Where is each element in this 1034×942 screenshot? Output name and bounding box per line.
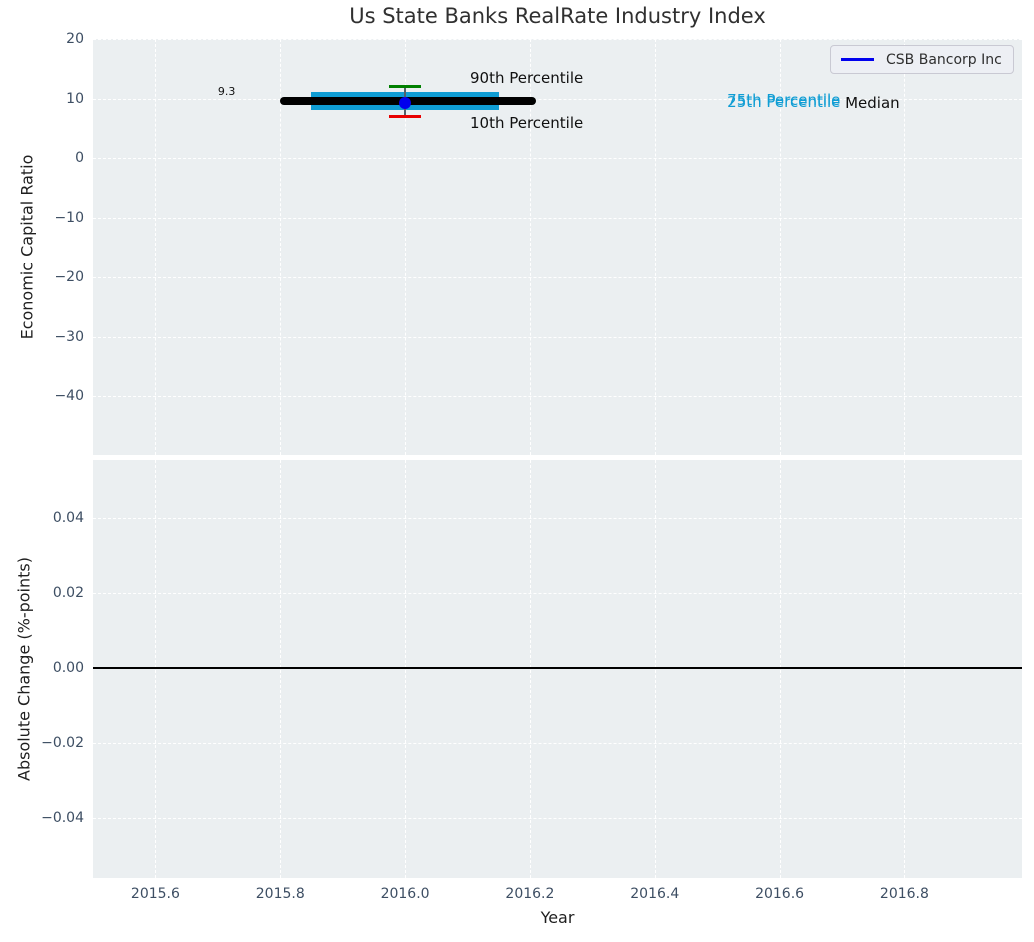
gridline-vertical	[654, 460, 656, 878]
gridline-vertical	[779, 39, 781, 455]
gridline-vertical	[280, 39, 282, 455]
gridline-vertical	[155, 460, 157, 878]
bottom-y-tick-label: 0.00	[52, 660, 84, 676]
top-y-tick-label: −20	[54, 269, 84, 285]
legend-label: CSB Bancorp Inc	[886, 51, 1002, 68]
top-y-tick-label: −10	[54, 209, 84, 226]
top-y-tick-label: 20	[66, 31, 84, 47]
x-tick-label: 2015.6	[130, 886, 180, 902]
gridline-horizontal	[93, 39, 1022, 40]
gridline-horizontal	[93, 743, 1022, 744]
x-tick-label: 2016.8	[879, 886, 929, 902]
bottom-y-tick-label: 0.02	[52, 585, 84, 601]
gridline-vertical	[904, 39, 906, 455]
gridline-horizontal	[93, 593, 1022, 594]
annotation: 75th Percentile	[727, 90, 841, 109]
x-tick-label: 2016.6	[755, 886, 805, 902]
annotation: 10th Percentile	[469, 114, 584, 133]
gridline-vertical	[405, 460, 407, 878]
legend: CSB Bancorp Inc	[830, 45, 1014, 74]
gridline-horizontal	[93, 277, 1022, 278]
x-tick-label: 2016.4	[630, 886, 680, 902]
gridline-horizontal	[93, 217, 1022, 219]
x-tick-label: 2016.0	[380, 886, 430, 902]
top-y-tick-label: 10	[66, 90, 84, 107]
company-point	[399, 96, 412, 109]
top-axes: 9.3 90th Percentile 10th Percentile 75th Pe…	[93, 39, 1022, 455]
top-y-axis-label: Economic Capital Ratio	[17, 154, 37, 340]
gridline-horizontal	[93, 158, 1022, 159]
bottom-y-tick-label: −0.02	[41, 735, 84, 751]
gridline-vertical	[155, 39, 157, 455]
top-y-tick-label: −30	[54, 328, 84, 345]
bottom-axes	[93, 460, 1022, 878]
gridline-vertical	[654, 39, 656, 455]
x-axis-label: Year	[540, 908, 575, 927]
top-y-tick-label: −40	[54, 388, 84, 404]
bottom-y-tick-label: −0.04	[41, 810, 84, 826]
p10-cap	[389, 115, 421, 119]
chart-title: Us State Banks RealRate Industry Index	[349, 4, 766, 28]
p90-cap	[389, 85, 421, 89]
zero-line	[93, 667, 1022, 669]
gridline-vertical	[405, 39, 407, 455]
gridline-horizontal	[93, 518, 1022, 519]
bottom-y-tick-label: 0.04	[52, 510, 84, 526]
x-tick-label: 2015.8	[255, 886, 305, 902]
annotation: Median	[845, 93, 900, 112]
gridline-vertical	[280, 460, 282, 878]
top-y-tick-label: 0	[75, 150, 84, 166]
gridline-vertical	[529, 460, 531, 878]
annotation: 25th Percentile	[727, 93, 841, 112]
gridline-horizontal	[93, 396, 1022, 397]
x-tick-label: 2016.2	[505, 886, 555, 902]
legend-line-swatch	[841, 58, 874, 61]
annotation: 90th Percentile	[469, 68, 584, 87]
gridline-horizontal	[93, 818, 1022, 819]
annotation: 9.3	[217, 84, 236, 98]
gridline-horizontal	[93, 98, 1022, 100]
gridline-vertical	[529, 39, 531, 455]
gridline-vertical	[904, 460, 906, 878]
gridline-horizontal	[93, 336, 1022, 338]
gridline-vertical	[779, 460, 781, 878]
